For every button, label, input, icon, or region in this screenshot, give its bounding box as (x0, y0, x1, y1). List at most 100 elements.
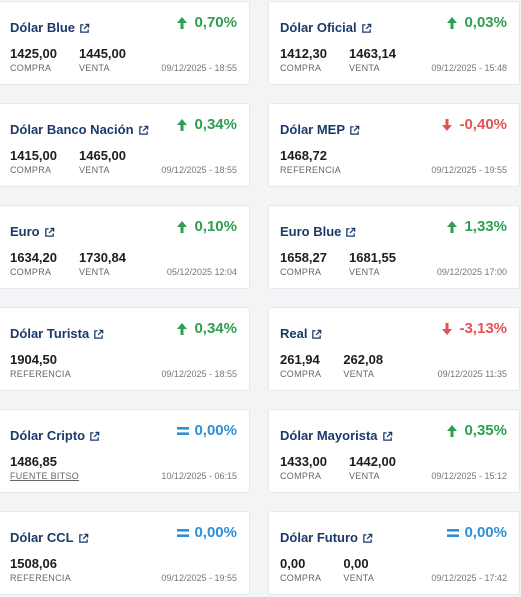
variation-value: 0,00% (194, 422, 237, 439)
quote-title-link[interactable]: Dólar CCL (10, 530, 89, 545)
quote-values: 1433,00 COMPRA 1442,00 VENTA (280, 454, 396, 482)
variation-value: 0,10% (194, 218, 237, 235)
quote-label: COMPRA (280, 369, 322, 379)
quote-number: 0,00 (343, 556, 369, 571)
quote-label: COMPRA (280, 267, 322, 277)
quote-card[interactable]: Euro 0,10% 1634,20 COMPRA 1730,84 VENTA 05/12/… (0, 205, 250, 289)
quote-number: 1486,85 (10, 454, 57, 469)
quote-title-link[interactable]: Dólar Mayorista (280, 428, 393, 443)
quote-card[interactable]: Dólar Blue 0,70% 1425,00 COMPRA 1445,00 VENTA… (0, 1, 250, 85)
external-link-icon[interactable] (361, 22, 372, 33)
external-link-icon[interactable] (362, 532, 373, 543)
variation-value: 0,03% (464, 14, 507, 31)
external-link-icon[interactable] (138, 124, 149, 135)
quote-number: 1425,00 (10, 46, 57, 61)
variation: 0,70% (176, 14, 237, 31)
external-link-icon[interactable] (311, 328, 322, 339)
external-link-icon[interactable] (349, 124, 360, 135)
external-link-icon[interactable] (382, 430, 393, 441)
quote-number: 1508,06 (10, 556, 57, 571)
external-link-icon[interactable] (89, 430, 100, 441)
quote-card[interactable]: Real -3,13% 261,94 COMPRA 262,08 VENTA 09/12/2… (268, 307, 520, 391)
external-link-icon[interactable] (345, 226, 356, 237)
external-link-icon[interactable] (44, 226, 55, 237)
quote-title-link[interactable]: Dólar Cripto (10, 428, 100, 443)
quote-title-link[interactable]: Dólar Futuro (280, 530, 373, 545)
quote-number: 1681,55 (349, 250, 396, 265)
quote-number: 1465,00 (79, 148, 126, 163)
variation-value: 0,00% (464, 524, 507, 541)
variation: -3,13% (441, 320, 507, 337)
quote-label: VENTA (79, 267, 110, 277)
quote-value: 1730,84 VENTA (79, 250, 126, 278)
quote-label: VENTA (349, 63, 380, 73)
quote-value: 1442,00 VENTA (349, 454, 396, 482)
arrow-up-icon (446, 424, 458, 438)
equals-icon (176, 424, 190, 438)
quote-label: COMPRA (280, 471, 322, 481)
variation: 0,10% (176, 218, 237, 235)
quote-title-link[interactable]: Euro Blue (280, 224, 356, 239)
quote-title-link[interactable]: Dólar Blue (10, 20, 90, 35)
quote-value: 0,00 COMPRA (280, 556, 321, 584)
quote-values: 1486,85 FUENTE BITSO (10, 454, 79, 482)
quote-value: 1425,00 COMPRA (10, 46, 57, 74)
quote-timestamp: 09/12/2025 - 18:55 (161, 165, 237, 175)
quote-title-link[interactable]: Euro (10, 224, 55, 239)
quote-values: 1658,27 COMPRA 1681,55 VENTA (280, 250, 396, 278)
quote-value: 261,94 COMPRA (280, 352, 321, 380)
quote-value: 1634,20 COMPRA (10, 250, 57, 278)
quote-timestamp: 09/12/2025 - 19:55 (161, 573, 237, 583)
quote-card[interactable]: Dólar Oficial 0,03% 1412,30 COMPRA 1463,14 VE… (268, 1, 520, 85)
quote-value: 1412,30 COMPRA (280, 46, 327, 74)
quote-timestamp: 09/12/2025 17:00 (436, 267, 507, 277)
arrow-down-icon (441, 322, 453, 336)
quote-card[interactable]: Dólar MEP -0,40% 1468,72 REFERENCIA 09/12/20… (268, 103, 520, 187)
quote-number: 262,08 (343, 352, 384, 367)
quote-value: 1415,00 COMPRA (10, 148, 57, 176)
variation-value: 0,70% (194, 14, 237, 31)
equals-icon (176, 526, 190, 540)
quote-card[interactable]: Dólar Turista 0,34% 1904,50 REFERENCIA 09/12… (0, 307, 250, 391)
quote-title-link[interactable]: Real (280, 326, 322, 341)
quote-number: 1904,50 (10, 352, 57, 367)
quote-card[interactable]: Euro Blue 1,33% 1658,27 COMPRA 1681,55 VENTA 0… (268, 205, 520, 289)
quote-value: 1508,06 REFERENCIA (10, 556, 71, 584)
quote-label: VENTA (349, 471, 380, 481)
quote-timestamp: 09/12/2025 - 15:48 (431, 63, 507, 73)
quote-number: 0,00 (280, 556, 306, 571)
quote-title-link[interactable]: Dólar Turista (10, 326, 104, 341)
quote-title-link[interactable]: Dólar Oficial (280, 20, 372, 35)
arrow-down-icon (441, 118, 453, 132)
quote-card[interactable]: Dólar Mayorista 0,35% 1433,00 COMPRA 1442,00… (268, 409, 520, 493)
quote-card[interactable]: Dólar Banco Nación 0,34% 1415,00 COMPRA 1465… (0, 103, 250, 187)
quote-title-link[interactable]: Dólar Banco Nación (10, 122, 149, 137)
arrow-up-icon (176, 16, 188, 30)
quote-number: 1415,00 (10, 148, 57, 163)
quote-timestamp: 09/12/2025 11:35 (437, 369, 507, 379)
quote-title-link[interactable]: Dólar MEP (280, 122, 360, 137)
external-link-icon[interactable] (93, 328, 104, 339)
quote-values: 1634,20 COMPRA 1730,84 VENTA (10, 250, 126, 278)
quote-values: 0,00 COMPRA 0,00 VENTA (280, 556, 374, 584)
quote-value: 0,00 VENTA (343, 556, 374, 584)
quote-value: 1658,27 COMPRA (280, 250, 327, 278)
quote-card[interactable]: Dólar Cripto 0,00% 1486,85 FUENTE BITSO 10/1… (0, 409, 250, 493)
external-link-icon[interactable] (79, 22, 90, 33)
quote-card[interactable]: Dólar CCL 0,00% 1508,06 REFERENCIA 09/12/202… (0, 511, 250, 595)
source-link[interactable]: FUENTE BITSO (10, 471, 80, 481)
quote-values: 1508,06 REFERENCIA (10, 556, 71, 584)
quote-label: REFERENCIA (10, 369, 72, 379)
external-link-icon[interactable] (78, 532, 89, 543)
variation: -0,40% (441, 116, 507, 133)
variation: 0,00% (176, 422, 237, 439)
quote-number: 1634,20 (10, 250, 57, 265)
quote-card[interactable]: Dólar Futuro 0,00% 0,00 COMPRA 0,00 VENTA 09/1… (268, 511, 520, 595)
quote-number: 1730,84 (79, 250, 126, 265)
quote-values: 261,94 COMPRA 262,08 VENTA (280, 352, 383, 380)
variation: 1,33% (446, 218, 507, 235)
quote-values: 1468,72 REFERENCIA (280, 148, 341, 176)
variation: 0,34% (176, 116, 237, 133)
quote-values: 1412,30 COMPRA 1463,14 VENTA (280, 46, 396, 74)
quote-title: Dólar CCL (10, 530, 74, 545)
